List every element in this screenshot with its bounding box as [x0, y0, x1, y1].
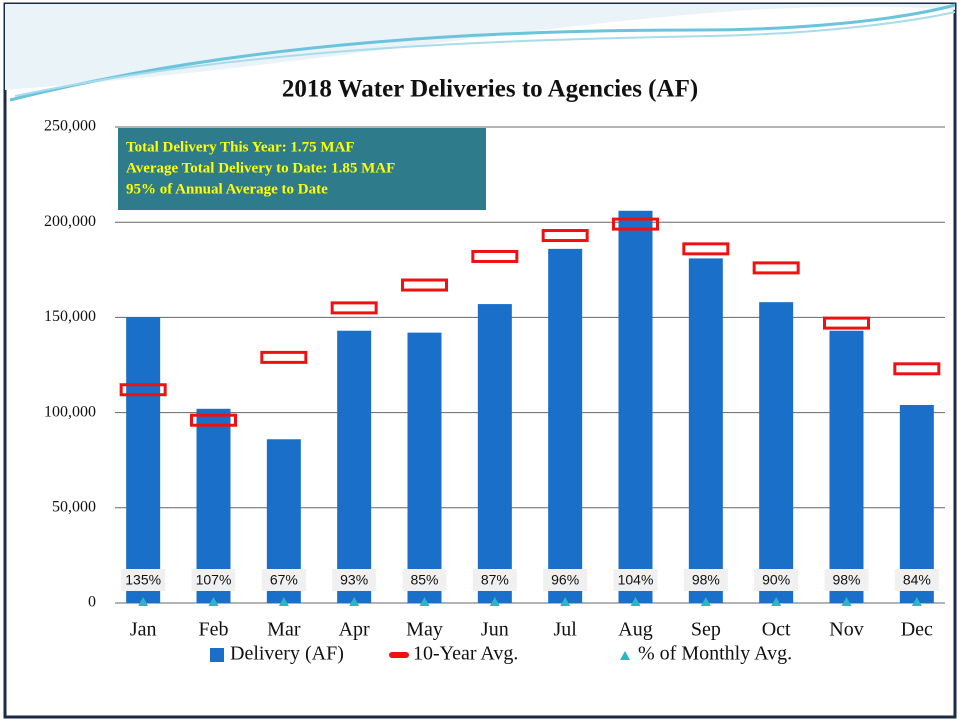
x-tick-label: Dec	[901, 619, 933, 641]
legend-label: 10-Year Avg.	[413, 643, 518, 665]
x-tick-label: Mar	[267, 619, 301, 641]
annotation: Average Total Delivery to Date: 1.85 MAF	[126, 160, 395, 176]
value-label: 93%	[340, 572, 368, 588]
y-tick-label: 250,000	[44, 118, 96, 135]
x-tick-label: Feb	[199, 619, 229, 641]
chart-title: 2018 Water Deliveries to Agencies (AF)	[282, 76, 698, 103]
x-tick-label: Nov	[829, 619, 863, 641]
slide: 2018 Water Deliveries to Agencies (AF) 0…	[0, 0, 960, 721]
legend-swatch	[210, 648, 224, 662]
x-tick-label: Jan	[130, 619, 157, 641]
y-tick-label: 100,000	[44, 403, 96, 420]
value-label: 104%	[618, 572, 654, 588]
bar	[830, 331, 864, 603]
legend-swatch	[389, 652, 409, 658]
legend-label: Delivery (AF)	[230, 643, 344, 665]
x-tick-label: Sep	[691, 619, 721, 641]
value-label: 135%	[125, 572, 161, 588]
bar	[408, 333, 442, 603]
y-tick-label: 50,000	[52, 498, 96, 515]
y-tick-label: 0	[88, 594, 96, 611]
value-label: 90%	[762, 572, 790, 588]
legend: Delivery (AF) 10-Year Avg. % of Monthly Av…	[210, 643, 792, 665]
value-label: 87%	[481, 572, 509, 588]
bar	[337, 331, 371, 603]
x-tick-label: Apr	[339, 619, 370, 641]
bar	[689, 258, 723, 603]
x-tick-label: Aug	[618, 619, 652, 641]
x-tick-label: Oct	[762, 619, 791, 641]
bar	[619, 211, 653, 603]
legend-label: % of Monthly Avg.	[638, 643, 792, 665]
value-label: 67%	[270, 572, 298, 588]
bar	[759, 302, 793, 603]
y-tick-label: 200,000	[44, 213, 96, 230]
bar	[548, 249, 582, 603]
value-label: 84%	[903, 572, 931, 588]
value-label: 98%	[832, 572, 860, 588]
x-tick-label: Jul	[553, 619, 577, 641]
value-label: 98%	[692, 572, 720, 588]
bar	[126, 317, 160, 603]
value-label: 85%	[410, 572, 438, 588]
x-tick-label: May	[406, 619, 443, 641]
annotation: Total Delivery This Year: 1.75 MAF	[126, 139, 355, 155]
page: {"chart_data": {"type": "bar", "title": …	[0, 0, 960, 721]
value-label: 107%	[196, 572, 232, 588]
value-label: 96%	[551, 572, 579, 588]
bar	[478, 304, 512, 603]
x-tick-label: Jun	[481, 619, 509, 641]
annotation: 95% of Annual Average to Date	[126, 181, 328, 197]
y-tick-label: 150,000	[44, 308, 96, 325]
